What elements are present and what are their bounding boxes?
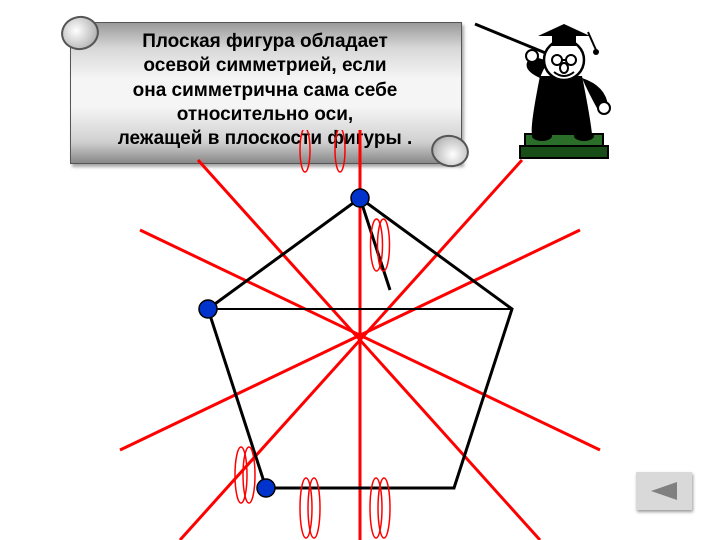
back-arrow-icon [649,480,679,502]
back-button[interactable] [636,472,692,510]
banner-line: осевой симметрией, если [143,55,386,76]
slide-stage: Плоская фигура обладает осевой симметрие… [0,0,720,540]
banner-line: она симметрична сама себе [133,80,398,101]
pentagon-symmetry-diagram [80,130,640,540]
banner-line: Плоская фигура обладает [142,31,388,52]
banner-line: относительно оси, [177,104,353,125]
